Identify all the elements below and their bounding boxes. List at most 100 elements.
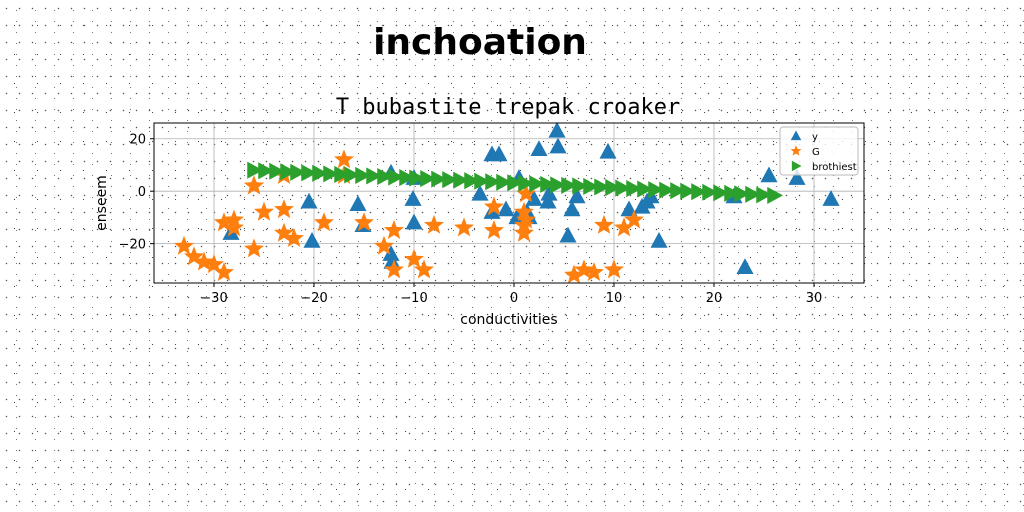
data-point [702, 183, 718, 201]
data-point [399, 169, 415, 187]
data-point [214, 212, 234, 232]
data-point [244, 238, 264, 258]
data-point [788, 169, 806, 185]
data-point [303, 232, 321, 248]
data-point [284, 227, 304, 247]
legend-marker [790, 145, 802, 156]
data-point [734, 185, 750, 203]
data-point [529, 175, 545, 193]
data-point [474, 172, 490, 190]
data-point [516, 183, 536, 203]
data-point [583, 177, 599, 196]
data-point [184, 246, 204, 266]
data-point [485, 173, 501, 191]
data-point [453, 171, 469, 189]
data-point [604, 259, 624, 279]
data-point [626, 180, 642, 198]
data-point [405, 213, 423, 230]
data-point [648, 181, 664, 199]
legend-label: brothiest [812, 162, 857, 173]
data-point [605, 178, 621, 197]
data-point [366, 167, 382, 185]
data-point [540, 175, 556, 193]
data-point [484, 196, 504, 216]
data-point [539, 192, 557, 209]
data-point [559, 226, 577, 243]
grid [154, 123, 864, 283]
data-point [258, 162, 274, 180]
data-point [174, 235, 194, 255]
data-point [374, 235, 394, 255]
data-point [599, 142, 617, 159]
data-point [323, 165, 339, 183]
data-point [464, 172, 480, 190]
y-tick-label: 20 [129, 133, 146, 148]
x-tick-label: 10 [606, 291, 623, 306]
data-point [404, 190, 422, 206]
x-tick-label: −10 [400, 291, 427, 306]
data-point [822, 190, 840, 206]
legend-marker [791, 160, 802, 172]
data-point [760, 166, 778, 183]
data-point [548, 121, 566, 138]
plot-area [174, 121, 840, 284]
data-point [420, 170, 436, 188]
data-point [516, 209, 536, 229]
data-point [594, 178, 610, 196]
data-point [414, 259, 434, 279]
x-tick-label: −20 [300, 291, 327, 306]
data-point [254, 201, 274, 221]
y-axis-label: enseem [94, 175, 110, 231]
y-tick-label: −20 [119, 238, 146, 253]
data-point [584, 262, 604, 281]
plot-frame [153, 122, 865, 284]
data-point [355, 166, 371, 185]
data-point [736, 258, 754, 275]
data-point [409, 169, 425, 187]
data-point [564, 264, 584, 284]
x-tick-label: 0 [510, 291, 518, 306]
data-point [484, 220, 504, 239]
data-point [563, 200, 581, 217]
data-point [525, 190, 543, 206]
data-point [224, 217, 244, 237]
data-point [638, 192, 656, 209]
data-point [540, 184, 558, 201]
x-axis-label: conductivities [460, 312, 557, 328]
data-point [496, 173, 512, 191]
data-point [384, 220, 404, 239]
data-point [388, 168, 404, 186]
legend-marker [790, 130, 802, 141]
data-point [490, 145, 508, 162]
data-point [594, 214, 614, 234]
data-point [615, 179, 631, 197]
data-point [194, 251, 214, 271]
data-point [290, 163, 306, 181]
data-point [214, 262, 234, 281]
page-title: inchoation [373, 22, 587, 63]
data-point [244, 175, 264, 195]
data-point [274, 222, 294, 242]
y-tick-label: 0 [138, 185, 146, 200]
data-point [691, 183, 707, 201]
data-point [314, 212, 334, 232]
data-point [713, 184, 729, 202]
data-point [442, 171, 458, 189]
data-point [568, 187, 586, 204]
data-point [454, 217, 474, 237]
data-point [382, 245, 400, 261]
data-point [312, 164, 328, 182]
data-point [724, 184, 740, 202]
data-point [384, 259, 404, 279]
data-point [204, 254, 224, 274]
x-tick-label: −30 [200, 291, 227, 306]
data-point [614, 217, 634, 237]
data-point [756, 186, 772, 204]
data-point [274, 199, 294, 219]
data-point [514, 201, 534, 221]
x-tick-label: 30 [806, 291, 823, 306]
series-y [222, 121, 840, 275]
data-point [624, 209, 644, 229]
